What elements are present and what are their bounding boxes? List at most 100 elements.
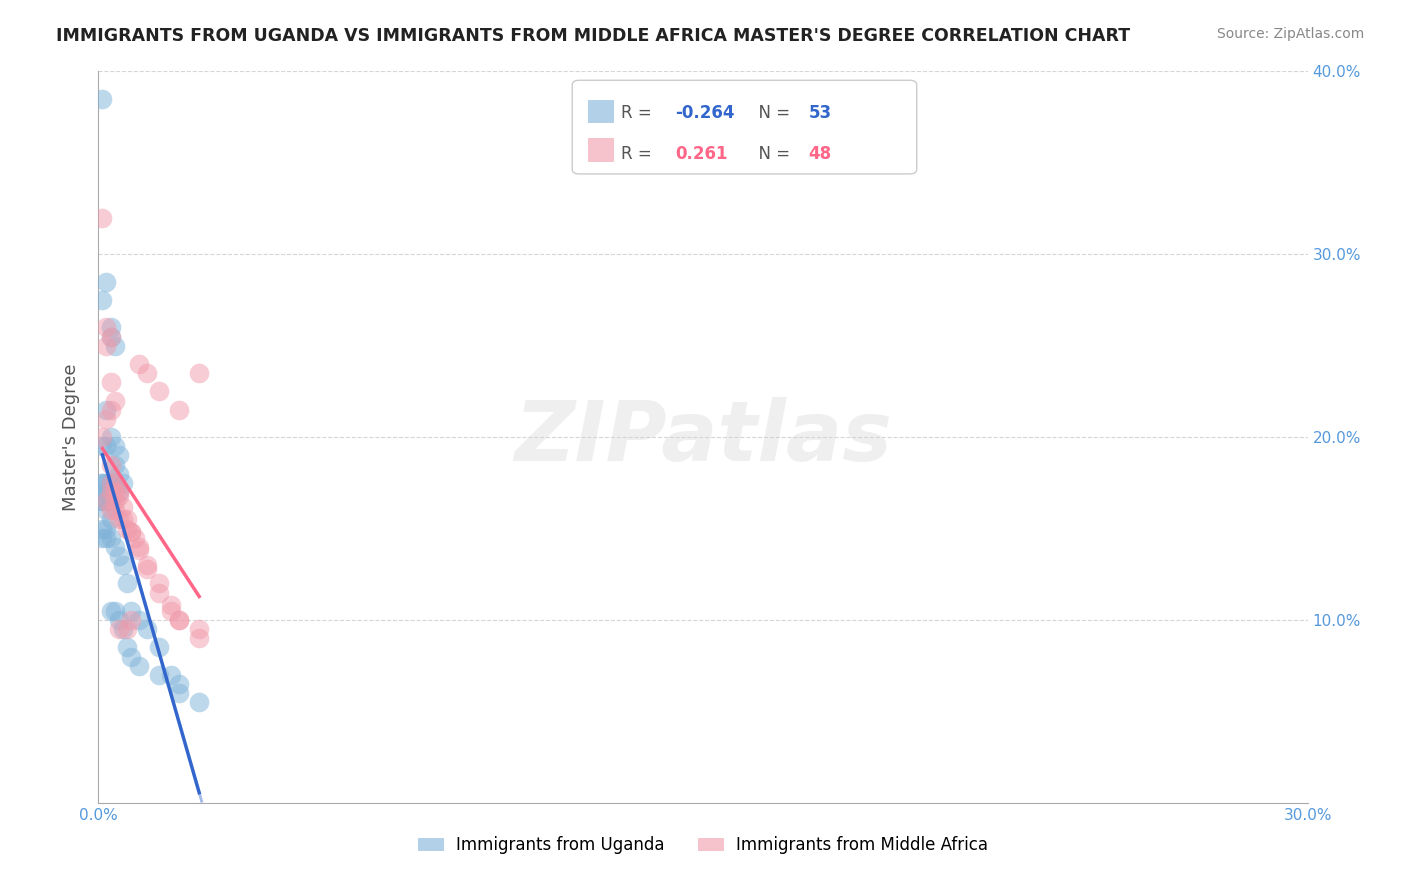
Point (128, 543, 150, 558)
Point (188, 622, 211, 636)
Point (148, 576, 170, 591)
Point (96, 402, 118, 417)
Point (91, 293, 114, 307)
Point (107, 485, 129, 500)
Point (100, 402, 122, 417)
Point (103, 458, 125, 472)
Point (100, 430, 122, 444)
Point (167, 677, 190, 691)
Point (188, 632, 211, 646)
Point (115, 622, 138, 636)
Point (96, 338, 118, 352)
Point (91, 92, 114, 106)
Text: Source: ZipAtlas.com: Source: ZipAtlas.com (1216, 27, 1364, 41)
Point (115, 521, 138, 535)
Point (96, 521, 118, 535)
Point (148, 640, 170, 655)
Point (100, 494, 122, 508)
Point (107, 549, 129, 563)
Point (96, 412, 118, 426)
Point (135, 622, 157, 636)
Point (167, 613, 190, 627)
Point (135, 558, 157, 573)
Point (107, 467, 129, 481)
Point (167, 613, 190, 627)
Point (100, 475, 122, 490)
Point (96, 275, 118, 289)
Point (188, 695, 211, 709)
Point (103, 439, 125, 453)
Point (148, 667, 170, 681)
Point (107, 622, 129, 636)
Point (120, 525, 142, 540)
Point (188, 366, 211, 380)
Text: IMMIGRANTS FROM UGANDA VS IMMIGRANTS FROM MIDDLE AFRICA MASTER'S DEGREE CORRELAT: IMMIGRANTS FROM UGANDA VS IMMIGRANTS FRO… (56, 27, 1130, 45)
Point (120, 613, 142, 627)
Point (107, 613, 129, 627)
Point (103, 393, 125, 408)
Text: R =: R = (621, 104, 658, 122)
Point (111, 500, 134, 514)
Point (91, 211, 114, 225)
Point (96, 494, 118, 508)
Point (91, 494, 114, 508)
Point (91, 430, 114, 444)
Point (160, 599, 183, 613)
Point (120, 525, 142, 540)
Point (100, 375, 122, 389)
Point (107, 485, 129, 500)
Point (128, 357, 150, 371)
Point (96, 503, 118, 517)
Point (103, 475, 125, 490)
Point (103, 338, 125, 352)
Point (96, 531, 118, 545)
Point (135, 366, 157, 380)
Point (120, 649, 142, 664)
Point (103, 540, 125, 554)
Text: 48: 48 (808, 145, 831, 163)
Point (100, 329, 122, 343)
Point (96, 485, 118, 500)
Point (103, 475, 125, 490)
Point (96, 439, 118, 453)
Point (128, 613, 150, 627)
Point (111, 622, 134, 636)
Point (128, 540, 150, 554)
Point (115, 576, 138, 591)
Point (91, 531, 114, 545)
Point (148, 384, 170, 399)
Point (100, 512, 122, 526)
Point (148, 585, 170, 599)
Point (96, 494, 118, 508)
Text: N =: N = (748, 104, 796, 122)
Point (135, 562, 157, 576)
Point (103, 503, 125, 517)
Text: -0.264: -0.264 (675, 104, 734, 122)
Point (128, 658, 150, 673)
Point (160, 604, 183, 618)
Legend: Immigrants from Uganda, Immigrants from Middle Africa: Immigrants from Uganda, Immigrants from … (411, 829, 995, 860)
Point (100, 329, 122, 343)
Point (167, 686, 190, 700)
Y-axis label: Master's Degree: Master's Degree (62, 363, 80, 511)
Point (111, 475, 134, 490)
Point (111, 558, 134, 573)
Text: R =: R = (621, 145, 662, 163)
Point (103, 604, 125, 618)
Text: ZIPatlas: ZIPatlas (515, 397, 891, 477)
Point (100, 604, 122, 618)
Point (91, 494, 114, 508)
Point (100, 475, 122, 490)
Point (91, 521, 114, 535)
Point (115, 640, 138, 655)
Point (91, 475, 114, 490)
Point (124, 531, 146, 545)
Point (100, 531, 122, 545)
Point (100, 503, 122, 517)
Point (103, 494, 125, 508)
Point (167, 402, 190, 417)
Point (96, 475, 118, 490)
Point (107, 489, 129, 503)
Point (100, 320, 122, 334)
Point (120, 604, 142, 618)
